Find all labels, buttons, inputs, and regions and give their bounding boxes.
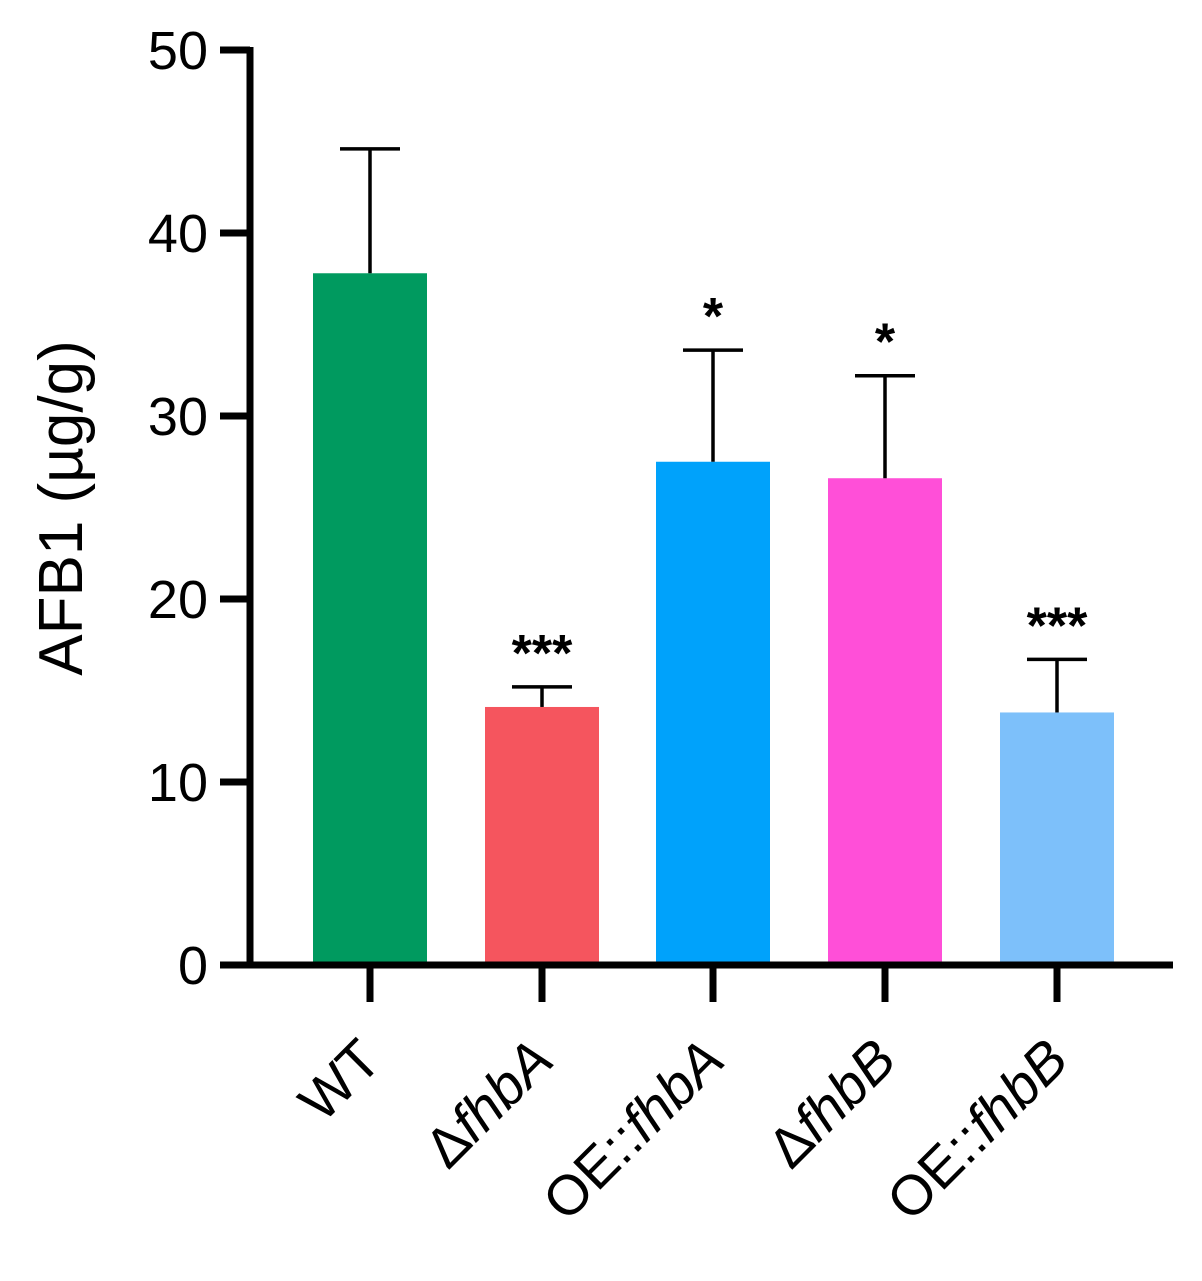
x-tick-label: ΔfhbA	[412, 1027, 564, 1179]
y-axis-title: AFB1 (µg/g)	[27, 340, 96, 676]
x-tick-label: OE::fhbB	[874, 1027, 1079, 1232]
x-tick-label: OE::fhbA	[530, 1027, 735, 1232]
y-tick-label: 50	[148, 21, 208, 81]
bar	[313, 273, 427, 965]
y-tick-label: 40	[148, 204, 208, 264]
error-bars	[340, 147, 1087, 713]
y-tick-label: 20	[148, 570, 208, 630]
y-tick-label: 10	[148, 753, 208, 813]
significance-marks: **** ****	[512, 288, 1088, 683]
significance-label: ***	[1027, 597, 1088, 655]
y-tick-label: 0	[178, 936, 208, 996]
bar	[656, 461, 770, 965]
bar	[828, 478, 942, 965]
significance-label: *	[875, 314, 896, 372]
y-tick-label: 30	[148, 387, 208, 447]
significance-label: ***	[512, 625, 573, 683]
bar	[485, 706, 599, 965]
significance-label: *	[703, 288, 724, 346]
x-tick-label: ΔfhbB	[755, 1027, 907, 1179]
bars	[313, 273, 1114, 965]
x-axis-ticks	[366, 965, 1061, 1002]
y-axis-ticks: 0 10 20 30 40 50	[148, 21, 250, 996]
x-tick-label: WT	[286, 1027, 392, 1133]
bar	[1000, 712, 1114, 965]
